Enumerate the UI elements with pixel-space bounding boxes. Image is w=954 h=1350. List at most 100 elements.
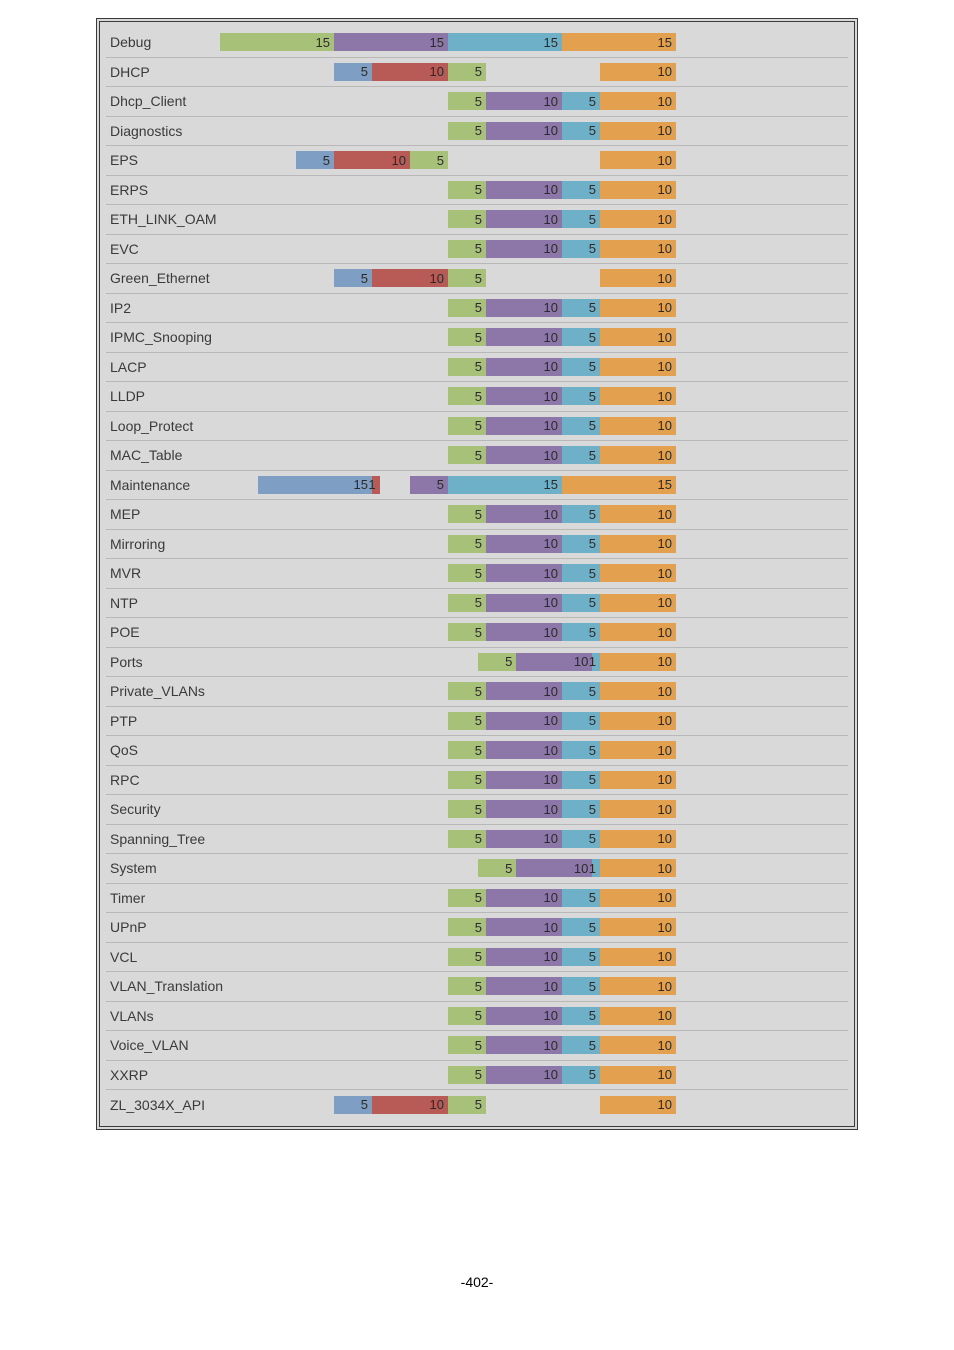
bar-segment: 5 [448,417,486,435]
bar-segment: 5 [562,800,600,818]
bar-segment: 10 [600,122,676,140]
row-label: IP2 [106,300,246,316]
bar-segment: 10 [600,653,676,671]
row-bars: 510110 [246,650,848,674]
bar-segment: 10 [486,712,562,730]
bar-segment: 15 [220,33,334,51]
bar-segment: 10 [600,181,676,199]
row-bars: 510510 [246,1004,848,1028]
bar-segment: 10 [600,299,676,317]
bar-segment: 10 [600,240,676,258]
table-row: Security510510 [106,795,848,825]
bar-segment: 10 [486,682,562,700]
bar-segment: 15 [334,33,448,51]
row-label: Spanning_Tree [106,831,246,847]
bar-segment: 10 [600,948,676,966]
bar-segment: 5 [562,889,600,907]
table-row: ZL_3034X_API510510 [106,1090,848,1120]
bar-segment: 10 [486,1066,562,1084]
row-bars: 510510 [246,296,848,320]
bar-segment: 5 [562,122,600,140]
row-bars: 510510 [246,974,848,998]
bar-segment: 5 [448,682,486,700]
bar-segment: 5 [562,594,600,612]
table-row: MEP510510 [106,500,848,530]
bar-segment: 5 [562,1036,600,1054]
bar-segment: 10 [600,564,676,582]
bar-segment: 10 [486,623,562,641]
row-bars: 15151515 [246,30,848,54]
bar-segment: 5 [448,1096,486,1114]
bar-segment: 5 [562,210,600,228]
bar-segment: 10 [600,92,676,110]
bar-segment: 15 [258,476,372,494]
table-row: PTP510510 [106,707,848,737]
row-bars: 510510 [246,1063,848,1087]
bar-segment: 10 [486,210,562,228]
table-row: Timer510510 [106,884,848,914]
table-row: VLANs510510 [106,1002,848,1032]
page: Debug15151515DHCP510510Dhcp_Client510510… [0,0,954,1130]
bar-segment: 10 [600,1096,676,1114]
table-row: Maintenance15151515 [106,471,848,501]
bar-segment: 10 [486,771,562,789]
table-row: Ports510110 [106,648,848,678]
bar-segment: 10 [486,741,562,759]
bar-segment: 15 [448,476,562,494]
bar-segment: 5 [562,387,600,405]
row-bars: 510510 [246,532,848,556]
bar-segment: 5 [562,240,600,258]
row-bars: 510510 [246,561,848,585]
bar-segment: 5 [562,948,600,966]
bar-segment: 5 [448,564,486,582]
bar-segment: 5 [562,1007,600,1025]
table-row: LACP510510 [106,353,848,383]
row-label: MEP [106,506,246,522]
row-label: RPC [106,772,246,788]
bar-segment: 5 [562,358,600,376]
row-label: IPMC_Snooping [106,329,246,345]
row-label: NTP [106,595,246,611]
bar-segment: 10 [486,387,562,405]
bar-segment: 10 [600,682,676,700]
row-bars: 510510 [246,384,848,408]
row-label: EPS [106,152,246,168]
bar-segment: 5 [448,299,486,317]
row-label: EVC [106,241,246,257]
bar-segment: 10 [486,535,562,553]
row-label: XXRP [106,1067,246,1083]
row-label: Mirroring [106,536,246,552]
row-label: DHCP [106,64,246,80]
row-bars: 510510 [246,325,848,349]
table-row: Loop_Protect510510 [106,412,848,442]
row-label: PTP [106,713,246,729]
bar-segment: 15 [562,476,676,494]
bar-segment: 15 [562,33,676,51]
table-row: Debug15151515 [106,28,848,58]
bar-segment: 10 [486,948,562,966]
bar-segment: 5 [562,299,600,317]
bar-segment: 10 [600,387,676,405]
bar-segment: 10 [486,417,562,435]
row-bars: 510510 [246,915,848,939]
bar-segment: 10 [600,151,676,169]
bar-segment: 10 [600,771,676,789]
table-row: Private_VLANs510510 [106,677,848,707]
bar-segment: 10 [600,800,676,818]
table-row: EVC510510 [106,235,848,265]
row-label: ERPS [106,182,246,198]
table-row: MAC_Table510510 [106,441,848,471]
bar-segment: 5 [448,387,486,405]
row-bars: 510510 [246,679,848,703]
bar-segment: 10 [486,564,562,582]
bar-segment: 5 [562,92,600,110]
bar-segment: 5 [448,800,486,818]
bar-segment: 5 [448,210,486,228]
row-label: UPnP [106,919,246,935]
bar-segment: 5 [448,977,486,995]
row-label: VCL [106,949,246,965]
bar-segment: 10 [372,269,448,287]
bar-segment: 5 [334,1096,372,1114]
bar-segment: 10 [600,358,676,376]
bar-segment: 5 [562,564,600,582]
